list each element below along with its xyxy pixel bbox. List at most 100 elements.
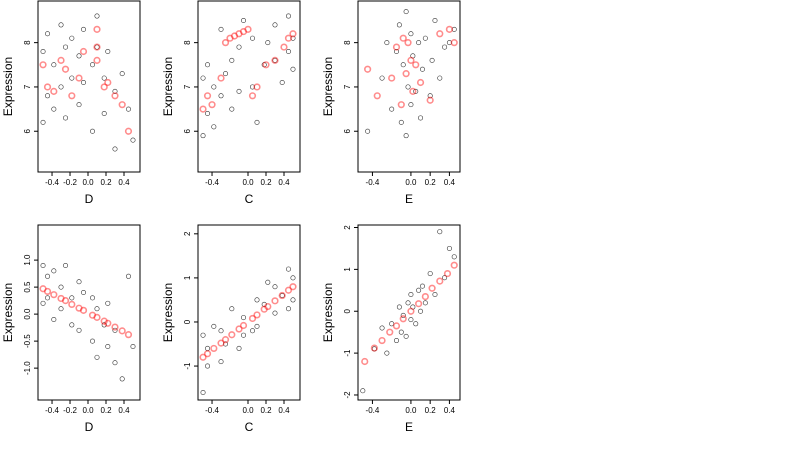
point (403, 333, 409, 339)
point (57, 56, 65, 64)
point (200, 133, 206, 139)
point (90, 338, 96, 344)
y-tick-label: 0.5 (23, 281, 32, 293)
y-tick-label: -0.5 (23, 334, 32, 348)
point (408, 317, 414, 323)
y-tick-label: 8 (343, 40, 352, 45)
point (101, 111, 107, 117)
point (226, 34, 234, 42)
point (40, 49, 46, 55)
x-tick-label: -0.2 (63, 178, 77, 187)
point (450, 261, 458, 269)
point (63, 115, 69, 121)
point (408, 31, 414, 37)
point (40, 300, 46, 306)
point (272, 22, 278, 28)
point (235, 30, 243, 38)
point (45, 295, 51, 301)
point (446, 245, 452, 251)
point (421, 292, 429, 301)
point (384, 40, 390, 46)
point (410, 304, 416, 310)
point (442, 44, 448, 50)
x-axis-label: E (405, 420, 413, 434)
point (248, 92, 257, 100)
point (285, 306, 291, 312)
point (90, 128, 96, 134)
point (399, 34, 407, 42)
x-tick-label: -0.4 (366, 406, 380, 415)
point (371, 346, 377, 352)
x-tick-label: 0.0 (405, 406, 417, 415)
point (436, 277, 444, 285)
point (200, 390, 206, 396)
point (409, 87, 417, 95)
point (402, 70, 410, 78)
point (244, 25, 252, 33)
plot-frame (357, 224, 461, 401)
point (443, 269, 452, 278)
point (94, 13, 100, 19)
point (205, 363, 211, 369)
point (450, 39, 458, 47)
point (208, 101, 216, 109)
point (248, 314, 257, 323)
x-tick-label: 0.4 (278, 178, 290, 187)
point (217, 339, 225, 347)
point (250, 328, 256, 334)
x-axis-label: C (245, 192, 254, 206)
point (407, 307, 415, 315)
point (403, 9, 409, 15)
point (364, 65, 372, 73)
point (81, 80, 87, 86)
y-tick-label: 0 (183, 319, 192, 324)
point (69, 322, 75, 328)
point (254, 323, 260, 329)
point (280, 43, 288, 51)
y-tick-label: -1 (343, 349, 352, 357)
point (400, 62, 406, 68)
point (76, 53, 82, 59)
point (410, 53, 416, 59)
point (211, 84, 217, 90)
y-tick-label: 1.0 (23, 254, 32, 266)
point (284, 286, 293, 294)
point (388, 74, 396, 82)
y-tick-label: -1 (183, 362, 192, 370)
point (90, 62, 96, 68)
point (239, 27, 248, 36)
point (58, 306, 64, 312)
point (75, 304, 83, 312)
point (221, 39, 230, 47)
point (124, 127, 133, 135)
point (397, 101, 405, 109)
point (223, 71, 229, 77)
point (58, 22, 64, 28)
point (76, 327, 82, 333)
x-tick-label: 0.4 (444, 406, 456, 415)
point (265, 279, 271, 285)
x-axis-label: D (85, 192, 94, 206)
point (279, 293, 285, 299)
point (205, 111, 211, 117)
x-tick-label: 0.0 (405, 178, 417, 187)
point (393, 338, 399, 344)
point (389, 106, 395, 112)
point (446, 40, 452, 46)
point (61, 65, 70, 73)
x-tick-label: 0.2 (100, 406, 112, 415)
point (365, 128, 371, 134)
point (118, 327, 126, 335)
point (76, 102, 82, 108)
point (437, 229, 443, 235)
point (75, 74, 83, 82)
point (236, 345, 242, 351)
point (228, 331, 236, 339)
point (203, 350, 212, 358)
point (94, 306, 100, 312)
x-tick-label: 0.2 (260, 178, 272, 187)
point (50, 291, 58, 299)
point (422, 35, 428, 41)
point (112, 88, 118, 94)
point (230, 32, 239, 40)
